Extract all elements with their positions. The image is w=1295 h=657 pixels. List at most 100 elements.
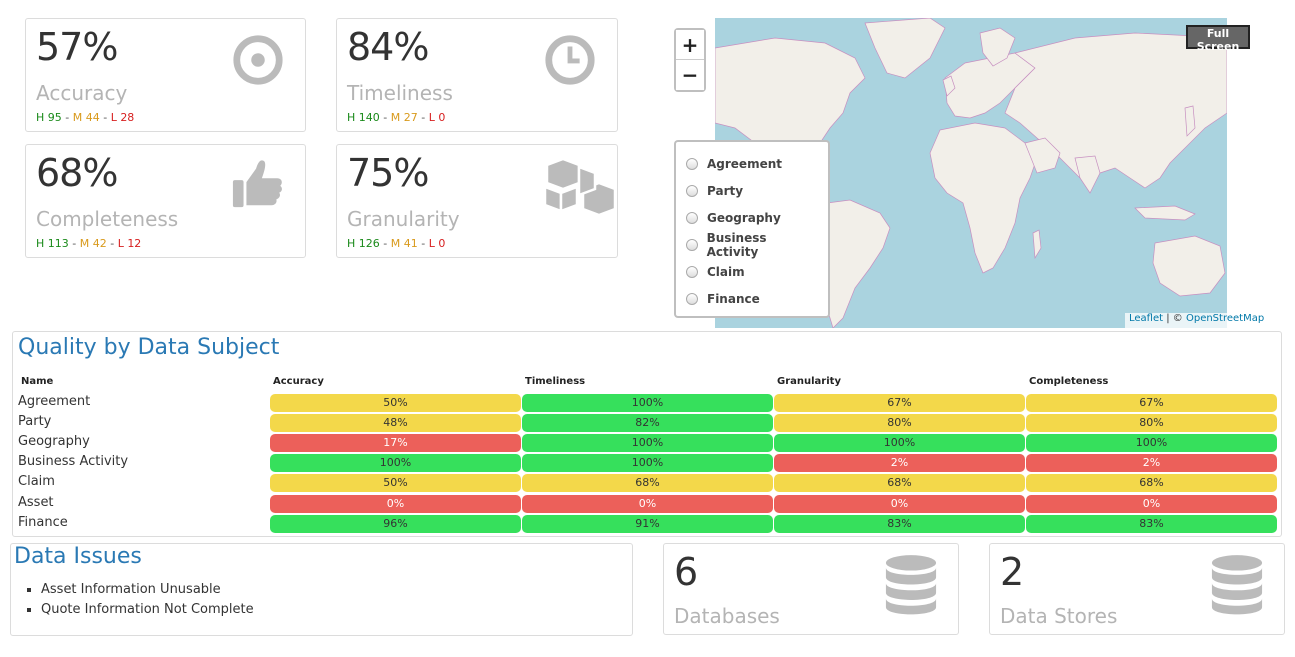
kpi-label: Timeliness [347, 81, 453, 105]
map-tiles [715, 18, 1227, 328]
column-header-accuracy: Accuracy [273, 376, 324, 387]
quality-cell: 68% [774, 474, 1025, 493]
quality-cell: 100% [270, 454, 521, 473]
databases-card: 6 Databases [663, 543, 959, 635]
row-name: Party [18, 414, 52, 430]
kpi-low: L 12 [117, 237, 142, 250]
list-item: Quote Information Not Complete [41, 602, 254, 622]
radio-icon[interactable] [686, 265, 698, 278]
database-icon [885, 555, 937, 615]
row-name: Claim [18, 474, 55, 490]
kpi-label: Accuracy [36, 81, 128, 105]
leaflet-link[interactable]: Leaflet [1129, 313, 1164, 324]
full-screen-button[interactable]: Full Screen [1186, 25, 1250, 53]
kpi-medium: M 27 [390, 111, 418, 124]
zoom-control: + − [674, 28, 706, 92]
zoom-out-button[interactable]: − [676, 60, 704, 90]
radio-icon[interactable] [686, 184, 698, 197]
kpi-value: 84% [347, 25, 429, 69]
quality-cell: 0% [270, 494, 521, 513]
quality-cell: 50% [270, 474, 521, 493]
kpi-card-completeness: 68% Completeness H 113 - M 42 - L 12 [25, 144, 306, 258]
openstreetmap-link[interactable]: OpenStreetMap [1185, 313, 1265, 324]
quality-cell: 67% [1026, 394, 1277, 412]
layer-option-geography[interactable]: Geography [686, 204, 818, 231]
kpi-breakdown: H 140 - M 27 - L 0 [347, 111, 446, 124]
layer-label: Party [707, 183, 744, 198]
quality-cell: 80% [1026, 414, 1277, 433]
column-header-granularity: Granularity [777, 376, 841, 387]
kpi-value: 57% [36, 25, 118, 69]
zoom-in-button[interactable]: + [676, 30, 704, 60]
quality-cell: 50% [270, 394, 521, 412]
row-name: Geography [18, 434, 90, 450]
layer-control: Agreement Party Geography Business Activ… [674, 140, 830, 318]
row-name: Asset [18, 494, 54, 510]
kpi-breakdown: H 95 - M 44 - L 28 [36, 111, 135, 124]
row-name: Agreement [18, 394, 91, 409]
layer-option-agreement[interactable]: Agreement [686, 150, 818, 177]
kpi-label: Completeness [36, 207, 179, 231]
quality-cell: 100% [522, 434, 773, 453]
list-item: Asset Information Unusable [41, 582, 254, 602]
quality-cell: 48% [270, 414, 521, 433]
quality-cell: 2% [1026, 454, 1277, 473]
kpi-low: L 0 [428, 111, 446, 124]
data-stores-card: 2 Data Stores [989, 543, 1285, 635]
layer-option-business-activity[interactable]: Business Activity [686, 230, 818, 259]
quality-cell: 68% [522, 474, 773, 493]
kpi-card-timeliness: 84% Timeliness H 140 - M 27 - L 0 [336, 18, 618, 132]
database-icon [1211, 555, 1263, 615]
layer-option-finance[interactable]: Finance [686, 285, 818, 312]
radio-icon[interactable] [686, 157, 698, 170]
quality-cell: 83% [1026, 514, 1277, 533]
kpi-value: 75% [347, 151, 429, 195]
kpi-card-accuracy: 57% Accuracy H 95 - M 44 - L 28 [25, 18, 306, 132]
cubes-icon [543, 157, 617, 217]
quality-cell: 80% [774, 414, 1025, 433]
databases-label: Databases [674, 604, 780, 628]
quality-cell: 96% [270, 514, 521, 533]
map-attribution: Leaflet | © OpenStreetMap [1125, 313, 1269, 328]
data-issues-title: Data Issues [14, 544, 142, 569]
kpi-high: H 140 [347, 111, 380, 124]
quality-cell: 100% [522, 394, 773, 412]
kpi-breakdown: H 113 - M 42 - L 12 [36, 237, 142, 250]
column-header-name: Name [21, 376, 54, 387]
target-icon [233, 35, 283, 85]
quality-cell: 100% [522, 454, 773, 473]
clock-icon [545, 35, 595, 85]
data-issues-panel: Data Issues Asset Information Unusable Q… [10, 543, 633, 636]
column-header-completeness: Completeness [1029, 376, 1109, 387]
layer-label: Business Activity [706, 230, 767, 259]
layer-label: Claim [707, 264, 745, 279]
databases-count: 6 [674, 550, 699, 594]
quality-cell: 100% [774, 434, 1025, 453]
kpi-low: L 0 [428, 237, 446, 250]
quality-panel: Quality by Data Subject Name Accuracy Ti… [12, 331, 1282, 537]
quality-cell: 17% [270, 434, 521, 453]
quality-cell: 91% [522, 514, 773, 533]
quality-cell: 83% [774, 514, 1025, 533]
row-name: Finance [18, 514, 68, 530]
quality-cell: 0% [774, 494, 1025, 513]
kpi-medium: M 42 [79, 237, 107, 250]
issues-list: Asset Information Unusable Quote Informa… [41, 582, 254, 622]
layer-option-claim[interactable]: Claim [686, 258, 818, 285]
radio-icon[interactable] [686, 211, 698, 224]
quality-cell: 0% [522, 494, 773, 513]
quality-cell: 2% [774, 454, 1025, 473]
kpi-high: H 113 [36, 237, 69, 250]
row-name: Business Activity [18, 454, 129, 470]
quality-cell: 67% [774, 394, 1025, 412]
kpi-medium: M 44 [72, 111, 100, 124]
radio-icon[interactable] [686, 292, 698, 305]
kpi-high: H 95 [36, 111, 62, 124]
quality-cell: 68% [1026, 474, 1277, 493]
layer-option-party[interactable]: Party [686, 177, 818, 204]
thumbs-up-icon [232, 160, 282, 208]
kpi-breakdown: H 126 - M 41 - L 0 [347, 237, 446, 250]
radio-icon[interactable] [686, 238, 698, 251]
data-stores-label: Data Stores [1000, 604, 1118, 628]
kpi-value: 68% [36, 151, 118, 195]
